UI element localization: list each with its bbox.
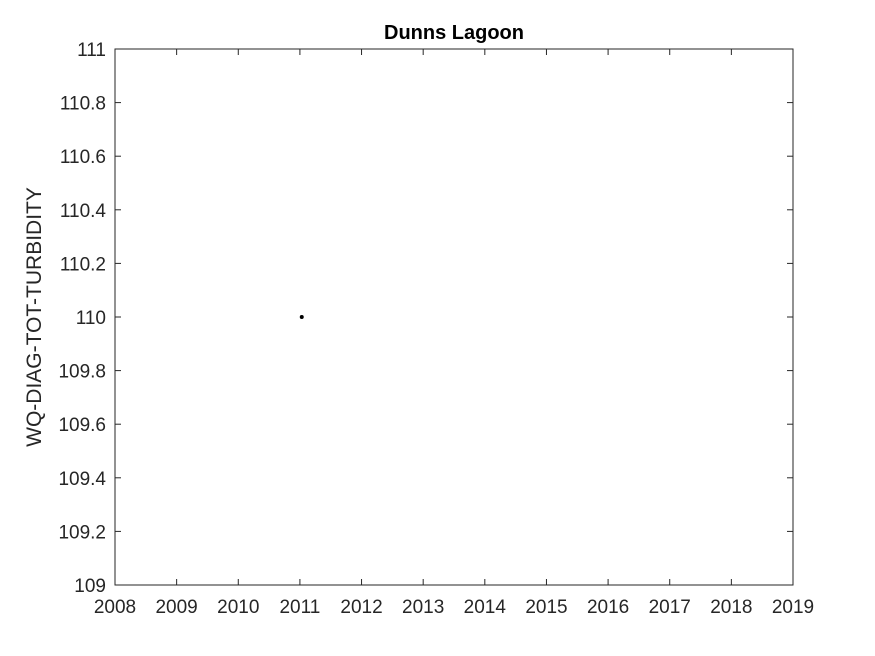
y-tick-label: 109.2 (58, 522, 106, 543)
x-tick-label: 2009 (155, 597, 197, 618)
y-tick-label: 109.4 (58, 469, 106, 490)
x-tick-label: 2013 (402, 597, 444, 618)
y-tick-label: 109 (74, 576, 106, 597)
x-tick-label: 2015 (525, 597, 567, 618)
plot-frame (114, 48, 794, 586)
y-axis: 109 109.2 109.4 109.6 109.8 110 110.2 110.4 110.… (58, 40, 793, 597)
y-tick-label: 111 (77, 40, 106, 61)
x-tick-label: 2011 (279, 597, 320, 618)
y-axis-label: WQ-DIAG-TOT-TURBIDITY (23, 187, 46, 447)
y-tick-label: 110.4 (60, 201, 107, 222)
y-tick-label: 110.6 (60, 147, 106, 168)
y-tick-label: 110.2 (60, 254, 106, 275)
x-axis: 2008 2009 2010 2011 2012 2013 2014 2015 2016 2017… (94, 49, 814, 618)
x-tick-label: 2017 (649, 597, 691, 618)
x-tick-label: 2014 (464, 597, 507, 618)
y-tick-label: 109.8 (58, 362, 106, 383)
x-tick-label: 2012 (340, 597, 382, 618)
y-tick-label: 110 (76, 308, 106, 329)
x-tick-label: 2019 (772, 597, 814, 618)
data-point (299, 315, 304, 319)
y-tick-label: 110.8 (60, 94, 106, 115)
x-tick-label: 2016 (587, 597, 629, 618)
data-series (299, 315, 304, 319)
x-tick-label: 2010 (217, 597, 259, 618)
x-tick-label: 2008 (94, 597, 136, 618)
chart-title: Dunns Lagoon (384, 22, 524, 44)
x-tick-label: 2018 (710, 597, 752, 618)
y-tick-label: 109.6 (58, 415, 106, 436)
